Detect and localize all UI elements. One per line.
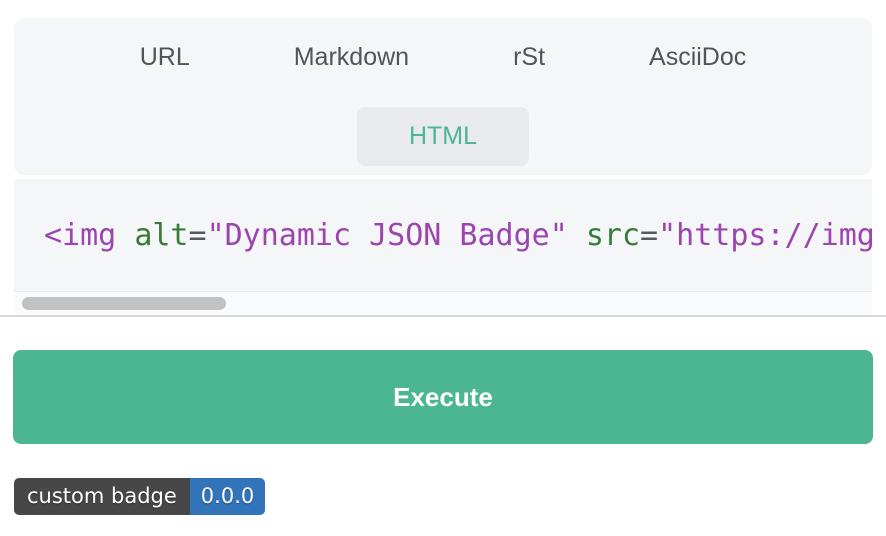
code-token-alt-value: "Dynamic JSON Badge" (206, 217, 568, 253)
tab-markdown[interactable]: Markdown (293, 42, 410, 71)
code-block: <img alt="Dynamic JSON Badge" src="https… (14, 179, 872, 291)
code-token-space (568, 218, 586, 253)
code-snippet: <img alt="Dynamic JSON Badge" src="https… (14, 218, 872, 253)
badge-preview: custom badge 0.0.0 (14, 478, 266, 515)
tab-html[interactable]: HTML (356, 106, 530, 166)
tab-asciidoc[interactable]: AsciiDoc (649, 42, 747, 71)
section-divider (0, 315, 886, 317)
execute-button[interactable]: Execute (13, 350, 873, 444)
code-token-equals: = (640, 217, 659, 253)
code-token-attr-src: src (585, 217, 641, 253)
tab-row-bottom: HTML (356, 106, 530, 166)
badge-value: 0.0.0 (189, 478, 266, 515)
tab-row-top: URL Markdown rSt AsciiDoc (88, 28, 799, 87)
code-token-src-value: "https://img (658, 217, 872, 253)
tab-rst[interactable]: rSt (513, 42, 546, 71)
badge-label: custom badge (14, 478, 190, 515)
code-token-equals: = (188, 217, 207, 253)
code-token-attr-alt: alt (134, 217, 189, 253)
horizontal-scrollbar-track[interactable] (14, 291, 872, 315)
tab-url[interactable]: URL (139, 42, 190, 71)
horizontal-scrollbar-thumb[interactable] (22, 297, 226, 310)
code-token-space (116, 218, 134, 253)
code-token-tag: <img (44, 217, 117, 253)
format-tabs-card: URL Markdown rSt AsciiDoc HTML (14, 18, 872, 175)
